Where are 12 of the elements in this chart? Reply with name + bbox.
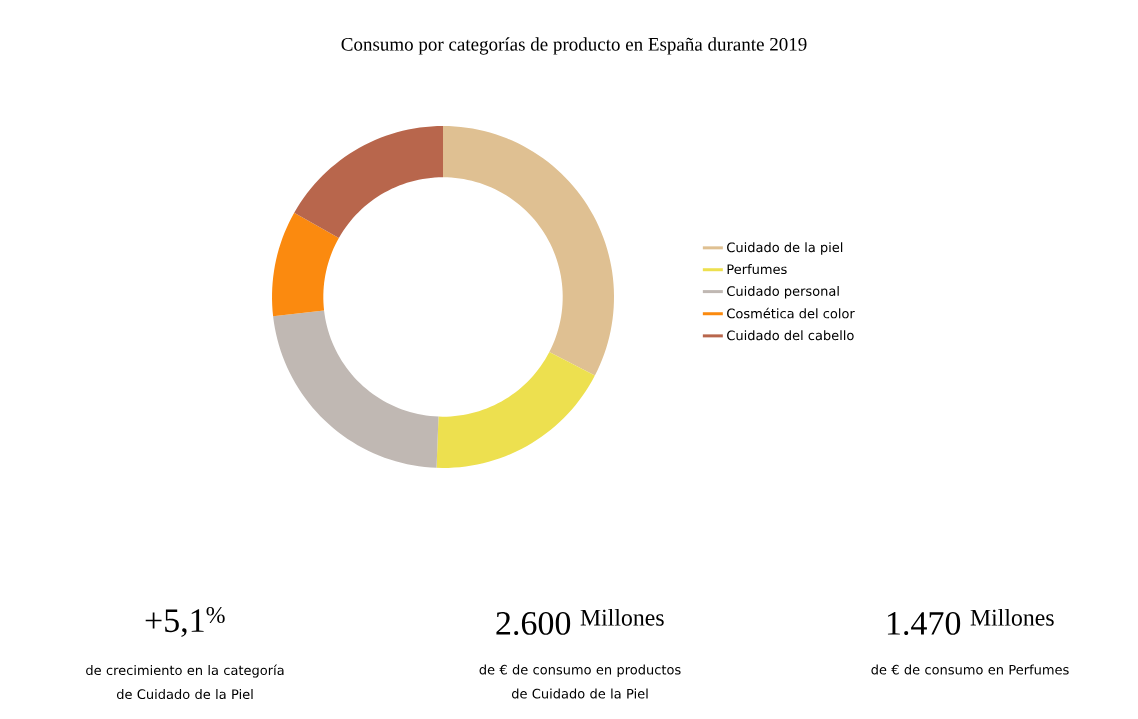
legend-label: Perfumes: [727, 264, 787, 275]
legend-label: Cuidado personal: [727, 285, 839, 299]
text: 2.600 $^{Millones}$: [496, 608, 664, 635]
text: de € de consumo en Perfumes: [871, 664, 1069, 675]
text: de € de consumo en productos de Cuidado de la Piel: [479, 664, 681, 699]
text: de crecimiento en la categoría de Cuidado de la Piel: [86, 664, 284, 700]
chart-title: Consumo por categorías de producto en España durante 2019: [341, 37, 807, 55]
text: +5,1$^{%}$: [145, 606, 225, 638]
legend-label: Cuidado de la piel: [727, 242, 843, 255]
legend-label: Cuidado del cabello: [727, 330, 854, 341]
legend-label: Cosmética del color: [727, 307, 855, 319]
text: 1.470 $^{Millones}$: [887, 608, 1054, 635]
